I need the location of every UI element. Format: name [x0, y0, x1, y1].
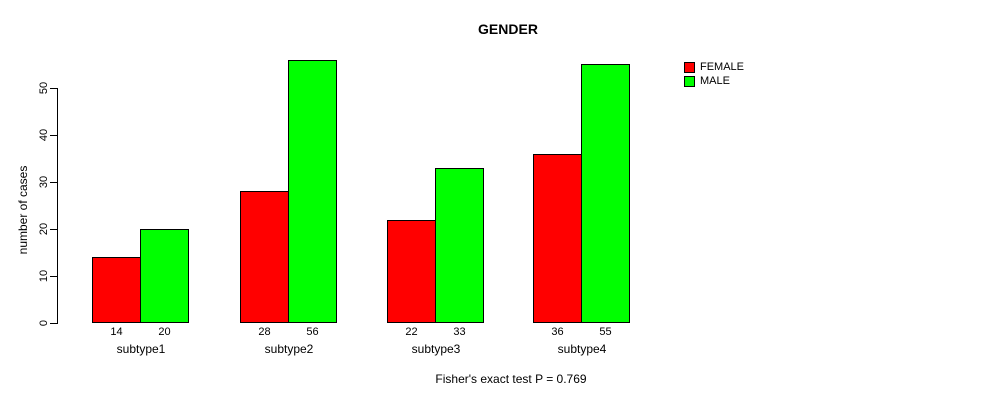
- bar-male-subtype1: [140, 229, 189, 323]
- bar-value-label: 14: [110, 326, 123, 338]
- y-tick-label: 10: [38, 269, 50, 283]
- y-tick: [50, 88, 57, 89]
- y-tick-label: 0: [38, 319, 50, 327]
- bar-value-label: 33: [453, 326, 466, 338]
- y-tick: [50, 229, 57, 230]
- y-tick-label: 40: [38, 128, 50, 142]
- category-label-subtype1: subtype1: [116, 342, 166, 356]
- legend-label-female: FEMALE: [700, 61, 745, 73]
- bar-value-label: 36: [551, 326, 564, 338]
- legend-item-female: FEMALE: [684, 62, 744, 73]
- bar-value-label: 22: [405, 326, 418, 338]
- bar-value-label: 28: [258, 326, 271, 338]
- y-tick-label: 20: [38, 222, 50, 236]
- y-tick-label: 30: [38, 175, 50, 189]
- legend: FEMALE MALE: [684, 62, 744, 90]
- legend-swatch-male: [684, 76, 695, 87]
- y-tick-label: 50: [38, 81, 50, 95]
- bar-male-subtype3: [435, 168, 484, 323]
- bar-value-label: 20: [158, 326, 171, 338]
- bar-female-subtype4: [533, 154, 582, 323]
- legend-label-male: MALE: [700, 75, 730, 87]
- legend-swatch-female: [684, 62, 695, 73]
- y-tick: [50, 323, 57, 324]
- bar-female-subtype2: [240, 191, 289, 323]
- y-tick: [50, 182, 57, 183]
- category-label-subtype3: subtype3: [411, 342, 461, 356]
- y-axis-label: number of cases: [16, 165, 30, 255]
- bar-male-subtype4: [581, 64, 630, 323]
- category-label-subtype2: subtype2: [264, 342, 314, 356]
- y-tick: [50, 135, 57, 136]
- bar-female-subtype1: [92, 257, 141, 323]
- bar-value-label: 56: [306, 326, 319, 338]
- bar-female-subtype3: [387, 220, 436, 323]
- bar-value-label: 55: [599, 326, 612, 338]
- y-axis-line: [57, 88, 58, 324]
- legend-item-male: MALE: [684, 76, 744, 87]
- category-label-subtype4: subtype4: [557, 342, 607, 356]
- y-tick: [50, 276, 57, 277]
- chart-title: GENDER: [478, 21, 538, 37]
- caption-fishers-test: Fisher's exact test P = 0.769: [435, 372, 587, 386]
- bar-male-subtype2: [288, 60, 337, 323]
